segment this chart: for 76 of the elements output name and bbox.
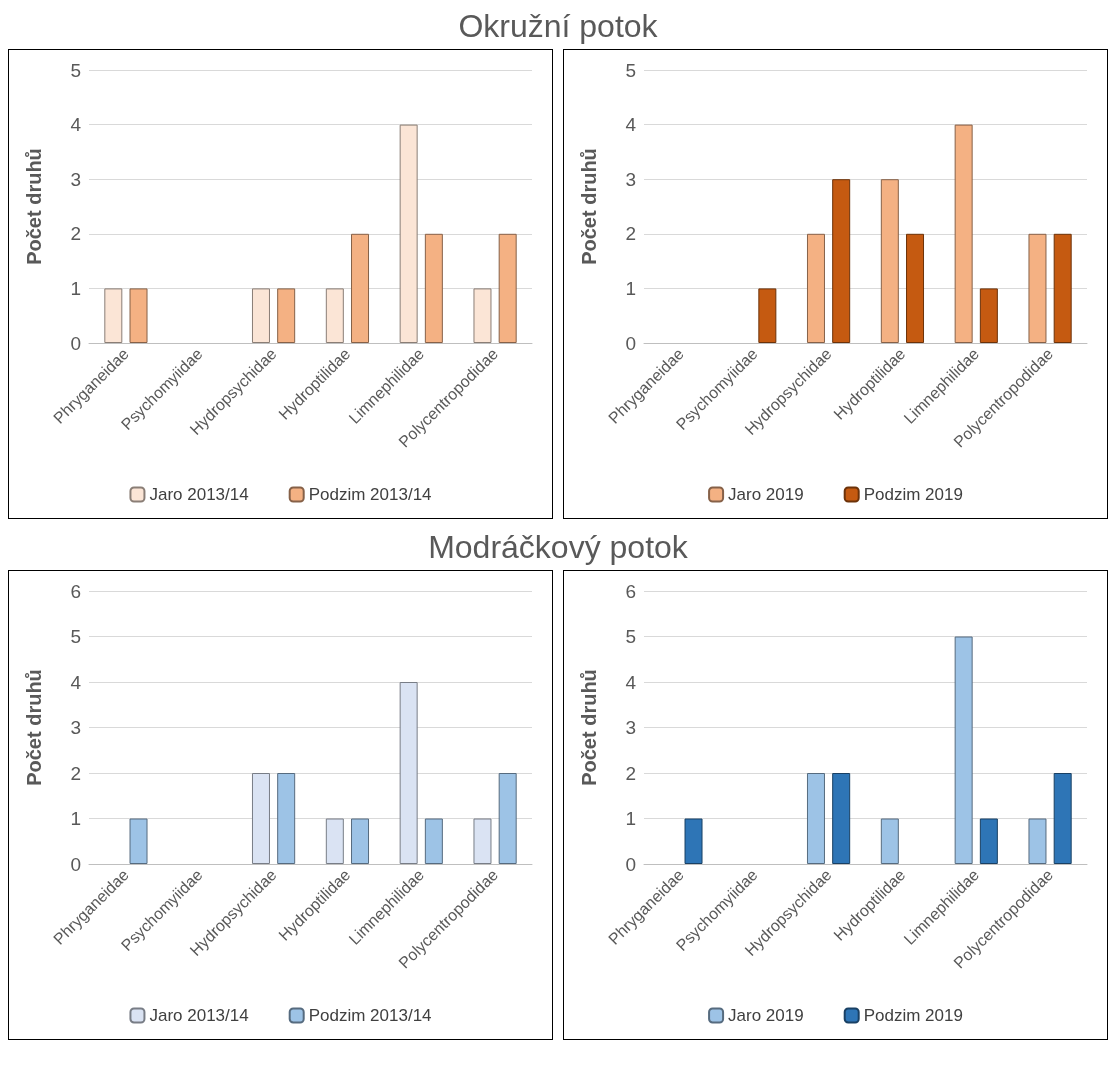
y-tick-label: 5: [70, 59, 81, 81]
y-axis-title: Počet druhů: [23, 148, 45, 265]
bar: [1053, 773, 1072, 864]
bar: [129, 288, 148, 343]
y-tick-label: 3: [625, 717, 636, 738]
bar: [832, 773, 851, 864]
y-tick-label: 5: [625, 59, 636, 81]
y-tick-label: 4: [625, 671, 637, 693]
bar: [954, 124, 973, 343]
y-tick-label: 1: [70, 277, 81, 299]
legend-label: Jaro 2019: [728, 485, 804, 504]
y-tick-label: 4: [70, 114, 82, 136]
y-tick-label: 0: [625, 853, 636, 875]
y-tick-label: 4: [625, 114, 637, 136]
bar: [399, 682, 418, 864]
y-tick-label: 1: [625, 808, 636, 829]
bar: [351, 233, 370, 343]
chart-title: Okružní potok: [457, 8, 659, 45]
bar: [129, 818, 148, 864]
bar: [424, 818, 443, 864]
bar: [251, 288, 270, 343]
bar: [1028, 233, 1047, 343]
y-tick-label: 2: [70, 223, 81, 245]
bar: [251, 773, 270, 864]
legend-label: Podzim 2013/14: [308, 485, 432, 504]
bar: [104, 288, 123, 343]
bar: [325, 818, 344, 864]
bar: [806, 773, 825, 864]
y-tick-label: 6: [70, 580, 81, 602]
bar: [832, 179, 851, 343]
legend-label: Jaro 2013/14: [149, 485, 249, 504]
y-tick-label: 2: [625, 223, 636, 245]
y-axis-title: Počet druhů: [23, 669, 45, 786]
bar: [880, 818, 899, 864]
bar: [806, 233, 825, 343]
bar: [325, 288, 344, 343]
y-tick-label: 0: [70, 853, 81, 875]
bar: [473, 288, 492, 343]
legend-label: Jaro 2013/14: [149, 1006, 249, 1025]
y-tick-label: 4: [70, 671, 82, 693]
bar: [473, 818, 492, 864]
legend-label: Jaro 2019: [728, 1006, 804, 1025]
legend-label: Podzim 2019: [863, 1006, 963, 1025]
legend-label: Podzim 2019: [863, 485, 963, 504]
legend-label: Podzim 2013/14: [308, 1006, 432, 1025]
bar: [277, 288, 296, 343]
bar: [1053, 233, 1072, 343]
y-tick-label: 0: [70, 332, 81, 354]
bar: [979, 288, 998, 343]
y-tick-label: 3: [70, 168, 81, 190]
chart-title: Modráčkový potok: [427, 529, 689, 566]
y-tick-label: 0: [625, 332, 636, 354]
bar: [979, 818, 998, 864]
y-tick-label: 6: [625, 580, 636, 602]
bar: [880, 179, 899, 343]
y-tick-label: 5: [625, 626, 636, 647]
y-tick-label: 1: [70, 808, 81, 829]
bar: [277, 773, 296, 864]
bar: [954, 636, 973, 864]
bar: [684, 818, 703, 864]
y-tick-label: 3: [625, 168, 636, 190]
y-axis-title: Počet druhů: [578, 669, 600, 786]
bar: [498, 773, 517, 864]
y-tick-label: 2: [625, 762, 636, 784]
y-tick-label: 1: [625, 277, 636, 299]
y-tick-label: 5: [70, 626, 81, 647]
bar: [1028, 818, 1047, 864]
bar: [498, 233, 517, 343]
bar: [906, 233, 925, 343]
y-tick-label: 3: [70, 717, 81, 738]
bar: [351, 818, 370, 864]
y-tick-label: 2: [70, 762, 81, 784]
bar: [399, 124, 418, 343]
bar: [758, 288, 777, 343]
y-axis-title: Počet druhů: [578, 148, 600, 265]
bar: [424, 233, 443, 343]
